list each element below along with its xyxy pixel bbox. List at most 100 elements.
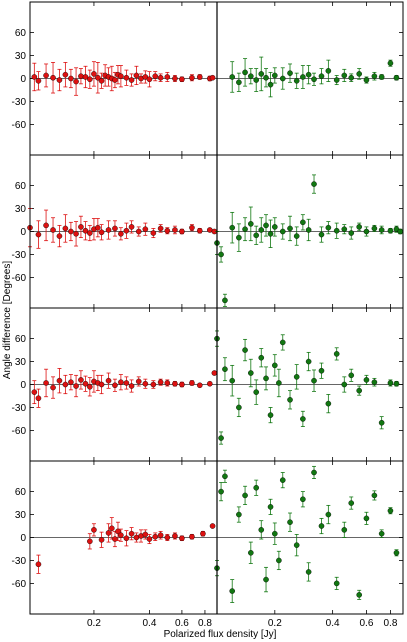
y-tick-label: 0 bbox=[20, 227, 26, 238]
left-data-point bbox=[91, 527, 97, 533]
right-data-point bbox=[356, 387, 362, 394]
right-data-point bbox=[371, 379, 378, 386]
right-data-point bbox=[393, 380, 400, 387]
left-data-point bbox=[87, 230, 93, 236]
left-data-point bbox=[50, 384, 56, 391]
right-data-point bbox=[397, 228, 404, 235]
y-tick-label: 30 bbox=[15, 204, 27, 215]
left-data-point bbox=[82, 227, 89, 234]
right-data-point bbox=[263, 74, 269, 81]
right-data-point bbox=[279, 339, 286, 346]
left-data-point bbox=[157, 74, 164, 81]
right-data-point bbox=[378, 530, 385, 537]
left-data-point bbox=[105, 227, 112, 233]
left-data-point bbox=[123, 535, 130, 542]
left-data-point bbox=[128, 530, 135, 537]
right-data-point bbox=[267, 230, 274, 237]
right-data-point bbox=[229, 74, 236, 80]
right-data-point bbox=[242, 347, 248, 353]
right-data-point bbox=[318, 523, 325, 529]
right-data-point bbox=[333, 351, 340, 357]
right-data-point bbox=[279, 477, 286, 483]
y-tick-label: 30 bbox=[15, 357, 27, 368]
left-data-point bbox=[56, 377, 63, 384]
left-data-point bbox=[196, 227, 203, 234]
left-data-point bbox=[196, 382, 203, 389]
y-tick-label: 60 bbox=[15, 181, 27, 192]
right-data-point bbox=[253, 389, 260, 395]
left-data-point bbox=[164, 380, 171, 386]
left-data-point bbox=[43, 72, 49, 79]
right-data-point bbox=[325, 400, 332, 407]
left-data-point bbox=[98, 381, 105, 388]
left-data-point bbox=[200, 530, 206, 537]
right-data-point bbox=[387, 227, 394, 234]
y-tick-label: -60 bbox=[12, 273, 27, 284]
left-data-point bbox=[164, 227, 171, 234]
left-data-point bbox=[56, 77, 63, 83]
left-data-point bbox=[189, 533, 195, 540]
left-data-point bbox=[68, 379, 74, 386]
left-data-point bbox=[112, 77, 118, 83]
right-data-point bbox=[279, 75, 286, 82]
right-data-point bbox=[333, 580, 340, 587]
left-data-point bbox=[87, 383, 93, 390]
y-axis-label: Angle difference [Degrees] bbox=[2, 261, 13, 379]
right-data-point bbox=[287, 70, 293, 76]
y-tick-label: -30 bbox=[12, 250, 27, 261]
right-data-point bbox=[356, 224, 362, 230]
right-data-point bbox=[371, 492, 378, 499]
right-data-point bbox=[248, 221, 254, 227]
left-data-point bbox=[142, 531, 149, 538]
left-data-point bbox=[209, 74, 216, 81]
right-data-point bbox=[311, 469, 317, 476]
left-data-point bbox=[157, 532, 164, 539]
right-data-point bbox=[387, 60, 394, 67]
left-data-point bbox=[105, 530, 112, 536]
left-data-point bbox=[73, 383, 79, 389]
y-tick-label: 0 bbox=[20, 74, 26, 85]
right-data-point bbox=[325, 68, 332, 74]
left-data-point bbox=[142, 380, 149, 387]
right-data-point bbox=[242, 69, 248, 76]
right-data-point bbox=[276, 380, 282, 386]
right-data-point bbox=[272, 362, 278, 369]
right-data-point bbox=[222, 366, 228, 373]
right-data-point bbox=[348, 372, 355, 379]
right-data-point bbox=[258, 227, 265, 233]
right-data-point bbox=[356, 71, 362, 77]
left-data-point bbox=[78, 224, 84, 230]
y-tick-label: 30 bbox=[15, 51, 27, 62]
right-data-point bbox=[279, 228, 286, 235]
right-data-point bbox=[305, 227, 312, 233]
right-data-point bbox=[229, 588, 236, 594]
right-data-point bbox=[248, 550, 254, 556]
left-data-point bbox=[123, 74, 130, 81]
left-data-point bbox=[123, 380, 130, 386]
right-data-point bbox=[267, 412, 274, 418]
right-data-point bbox=[242, 492, 248, 499]
right-data-point bbox=[293, 374, 300, 380]
left-data-point bbox=[118, 73, 124, 80]
left-data-point bbox=[56, 233, 63, 239]
left-data-point bbox=[209, 523, 216, 529]
x-tick-label-right: 0.4 bbox=[326, 618, 340, 629]
right-data-point bbox=[236, 234, 242, 241]
right-data-point bbox=[300, 416, 306, 422]
right-data-point bbox=[218, 435, 224, 441]
left-data-point bbox=[73, 230, 79, 237]
right-data-point bbox=[267, 81, 274, 88]
left-data-point bbox=[35, 231, 42, 238]
right-data-point bbox=[371, 225, 378, 232]
y-tick-label: 0 bbox=[20, 380, 26, 391]
left-data-point bbox=[172, 227, 178, 233]
right-data-point bbox=[341, 72, 348, 79]
right-data-point bbox=[242, 226, 248, 233]
left-data-point bbox=[179, 535, 185, 542]
right-data-point bbox=[393, 74, 400, 81]
left-data-point bbox=[35, 395, 42, 402]
left-data-point bbox=[123, 227, 130, 234]
left-data-point bbox=[98, 77, 105, 84]
left-data-point bbox=[105, 377, 112, 384]
left-data-point bbox=[78, 377, 84, 383]
